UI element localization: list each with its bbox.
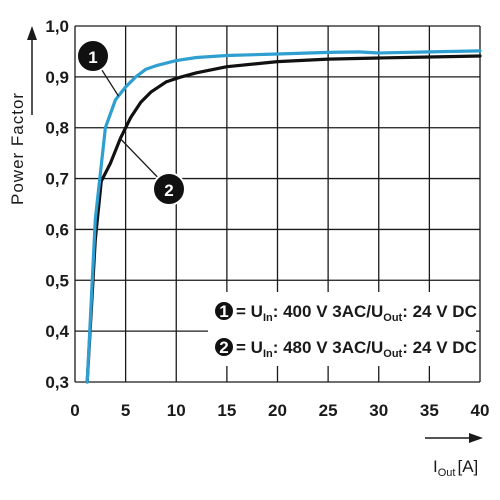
x-tick-label: 40 xyxy=(471,401,490,420)
y-tick-labels: 0,3 0,4 0,5 0,6 0,7 0,8 0,9 1,0 xyxy=(45,17,69,392)
callout-marker-2-number: 2 xyxy=(164,181,173,200)
legend-entry-2-tail: : 24 V DC xyxy=(402,338,477,357)
y-tick-label: 0,3 xyxy=(45,373,69,392)
legend-entry-1-eq: = U xyxy=(236,302,263,321)
x-tick-labels: 0 5 10 15 20 25 30 35 40 xyxy=(70,401,489,420)
x-tick-label: 35 xyxy=(420,401,439,420)
x-axis-label-sub: Out xyxy=(438,467,456,479)
legend-entry-1: 1 = UIn: 400 V 3AC/UOut: 24 V DC xyxy=(215,302,477,324)
y-tick-label: 0,6 xyxy=(45,220,69,239)
legend-entry-1-mid: : 400 V 3AC/U xyxy=(273,302,384,321)
x-axis-title: IOut [A] xyxy=(425,433,483,479)
y-axis-arrow-head xyxy=(27,26,37,40)
x-tick-label: 10 xyxy=(167,401,186,420)
x-axis-label-unit: [A] xyxy=(457,457,478,476)
legend-entry-1-tail: : 24 V DC xyxy=(402,302,477,321)
y-tick-label: 0,5 xyxy=(45,271,69,290)
x-tick-label: 15 xyxy=(217,401,236,420)
callout-marker-2 xyxy=(152,172,186,206)
x-tick-label: 20 xyxy=(268,401,287,420)
legend-marker-1-number: 1 xyxy=(219,302,228,321)
legend-entry-2-text: = UIn: 480 V 3AC/UOut: 24 V DC xyxy=(236,338,477,360)
y-tick-label: 0,9 xyxy=(45,68,69,87)
y-tick-label: 0,8 xyxy=(45,119,69,138)
callout-markers: 12 xyxy=(76,39,186,206)
series-line-2 xyxy=(85,54,482,384)
legend-marker-1 xyxy=(215,302,233,320)
y-axis-label: Power Factor xyxy=(8,92,27,205)
legend-entry-2-sub1: In xyxy=(263,348,273,360)
legend-entry-2-sub2: Out xyxy=(383,348,402,360)
grid xyxy=(74,25,481,383)
legend-entry-2-eq: = U xyxy=(236,338,263,357)
legend-entry-1-text: = UIn: 400 V 3AC/UOut: 24 V DC xyxy=(236,302,477,324)
legend-marker-2 xyxy=(215,338,233,356)
y-axis-title: Power Factor xyxy=(8,26,37,205)
callout-marker-1 xyxy=(76,39,110,73)
x-axis-label: IOut [A] xyxy=(433,457,478,479)
legend-box xyxy=(208,292,476,366)
legend-marker-2-number: 2 xyxy=(219,338,228,357)
series-lines xyxy=(85,49,482,384)
x-tick-label: 25 xyxy=(319,401,338,420)
x-tick-label: 5 xyxy=(121,401,130,420)
legend-entry-1-sub1: In xyxy=(263,312,273,324)
y-tick-label: 0,7 xyxy=(45,170,69,189)
legend-entry-2-mid: : 480 V 3AC/U xyxy=(273,338,384,357)
legend-entry-1-sub2: Out xyxy=(383,312,402,324)
callout-marker-1-number: 1 xyxy=(88,48,97,67)
x-tick-label: 0 xyxy=(70,401,79,420)
x-axis-label-main: I xyxy=(433,457,438,476)
y-tick-label: 0,4 xyxy=(45,322,69,341)
legend-entry-2: 2 = UIn: 480 V 3AC/UOut: 24 V DC xyxy=(215,338,477,360)
series-line-1 xyxy=(85,49,482,384)
legend: 1 = UIn: 400 V 3AC/UOut: 24 V DC 2 = UIn… xyxy=(208,292,477,366)
x-axis-arrow-head xyxy=(469,433,483,443)
y-tick-label: 1,0 xyxy=(45,17,69,36)
x-tick-label: 30 xyxy=(369,401,388,420)
